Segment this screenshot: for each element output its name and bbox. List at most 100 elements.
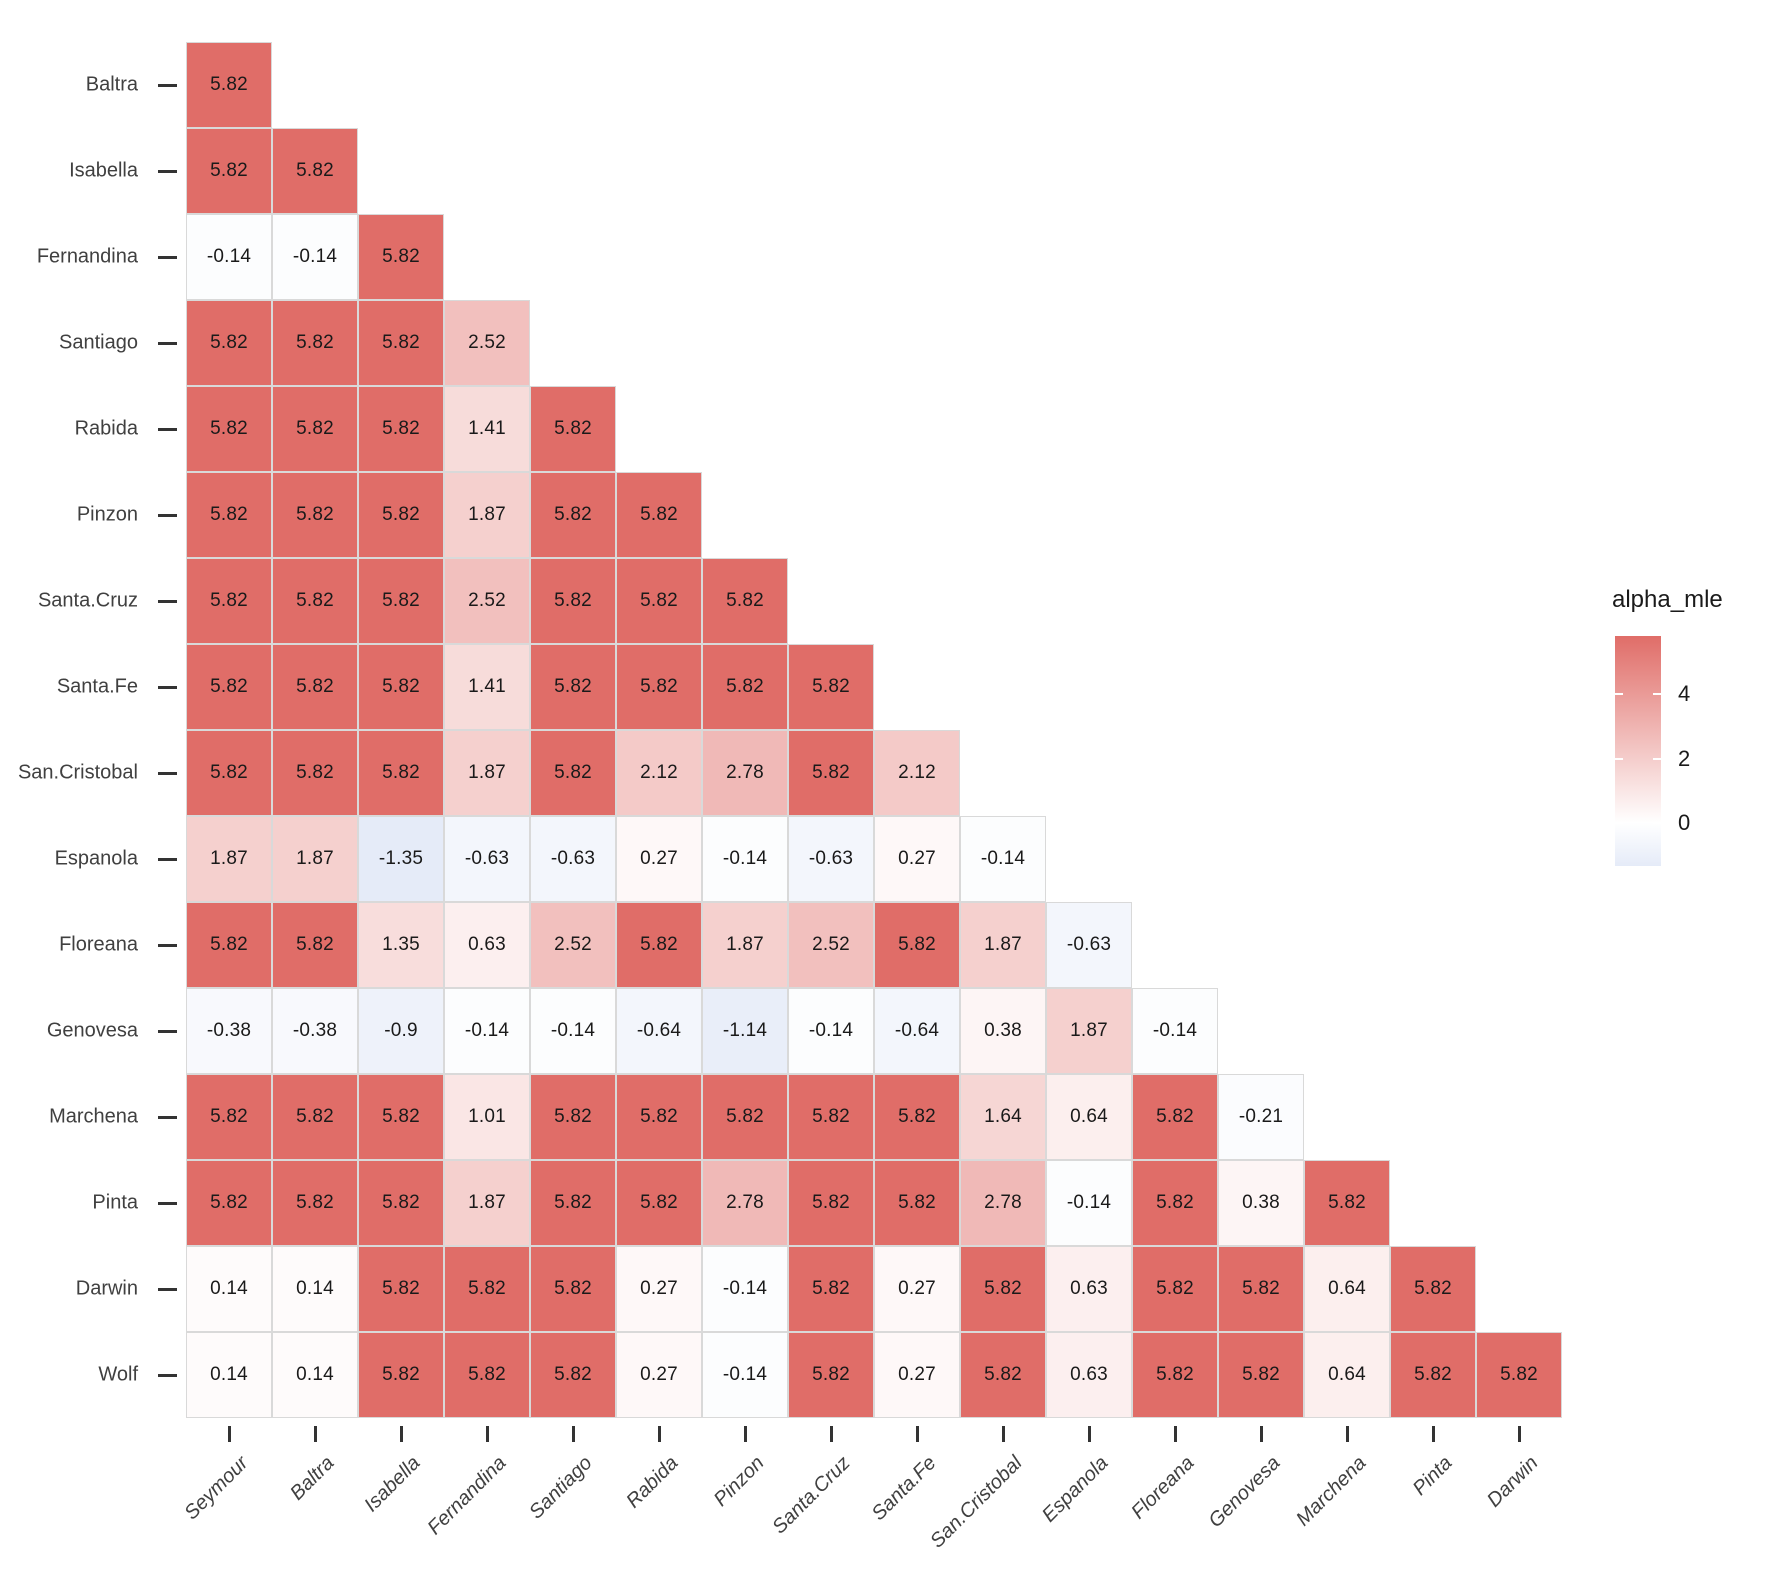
y-axis-label: Fernandina bbox=[36, 245, 138, 268]
heatmap-cell-value: 0.27 bbox=[898, 1278, 936, 1299]
heatmap-cell-value: 2.52 bbox=[468, 332, 506, 353]
heatmap-cell-value: 5.82 bbox=[382, 1278, 420, 1299]
x-axis-label: Genovesa bbox=[1204, 1452, 1285, 1533]
heatmap-cell-value: -0.63 bbox=[550, 848, 596, 869]
heatmap-cell: 5.82 bbox=[358, 644, 444, 730]
heatmap-cell: 5.82 bbox=[272, 902, 358, 988]
heatmap-cell: -0.14 bbox=[788, 988, 874, 1074]
x-axis-label: Floreana bbox=[1127, 1452, 1199, 1524]
x-axis-tick bbox=[1001, 1426, 1005, 1442]
heatmap-cell-value: 5.82 bbox=[898, 934, 936, 955]
x-axis-tick bbox=[571, 1426, 575, 1442]
heatmap-cell: 0.63 bbox=[444, 902, 530, 988]
heatmap-cell-value: -0.63 bbox=[1066, 934, 1112, 955]
x-axis-label: Darwin bbox=[1482, 1452, 1543, 1512]
heatmap-cell: 0.38 bbox=[960, 988, 1046, 1074]
heatmap-cell: 5.82 bbox=[1390, 1332, 1476, 1418]
heatmap-cell-value: -0.14 bbox=[980, 848, 1026, 869]
heatmap-cell-value: 5.82 bbox=[382, 332, 420, 353]
legend-tick bbox=[1615, 693, 1623, 696]
heatmap-cell-value: 5.82 bbox=[210, 332, 248, 353]
heatmap-cell: 2.12 bbox=[616, 730, 702, 816]
heatmap-cell: 5.82 bbox=[874, 902, 960, 988]
heatmap-cell: 5.82 bbox=[186, 300, 272, 386]
heatmap-cell: -1.14 bbox=[702, 988, 788, 1074]
heatmap-cell: 0.27 bbox=[616, 1246, 702, 1332]
y-axis-label: Santa.Cruz bbox=[37, 589, 138, 612]
heatmap-cell-value: 5.82 bbox=[210, 1192, 248, 1213]
heatmap-cell: 1.87 bbox=[186, 816, 272, 902]
heatmap-cell-value: 2.78 bbox=[984, 1192, 1022, 1213]
heatmap-cell: 5.82 bbox=[358, 1246, 444, 1332]
heatmap-cell: 5.82 bbox=[358, 1332, 444, 1418]
heatmap-cell: -0.14 bbox=[1046, 1160, 1132, 1246]
heatmap-cell: 1.87 bbox=[272, 816, 358, 902]
heatmap-cell: 5.82 bbox=[530, 472, 616, 558]
x-axis-tick bbox=[915, 1426, 919, 1442]
legend-tick-label: 4 bbox=[1678, 681, 1691, 707]
x-axis-tick bbox=[743, 1426, 747, 1442]
heatmap-cell-value: 5.82 bbox=[640, 676, 678, 697]
heatmap-cell-value: 5.82 bbox=[296, 160, 334, 181]
heatmap-cell: 5.82 bbox=[530, 1246, 616, 1332]
heatmap-cell-value: 1.87 bbox=[210, 848, 248, 869]
heatmap-cell: 5.82 bbox=[272, 1074, 358, 1160]
heatmap-cell: 0.27 bbox=[874, 1332, 960, 1418]
heatmap-cell-value: 5.82 bbox=[1242, 1278, 1280, 1299]
heatmap-cell-value: 5.82 bbox=[296, 332, 334, 353]
y-axis-label: Espanola bbox=[54, 847, 138, 870]
legend-tick bbox=[1653, 821, 1661, 824]
x-axis-label: Espanola bbox=[1038, 1452, 1113, 1527]
heatmap-cell-value: 0.27 bbox=[898, 848, 936, 869]
heatmap-cell: 5.82 bbox=[616, 902, 702, 988]
heatmap-cell: 5.82 bbox=[788, 1246, 874, 1332]
heatmap-cell: 5.82 bbox=[186, 42, 272, 128]
x-axis-tick bbox=[227, 1426, 231, 1442]
y-axis-tick bbox=[158, 599, 177, 603]
heatmap-cell: 5.82 bbox=[1390, 1246, 1476, 1332]
heatmap-cell: 0.27 bbox=[874, 816, 960, 902]
heatmap-cell: -0.63 bbox=[1046, 902, 1132, 988]
heatmap-cell-value: 0.63 bbox=[1070, 1278, 1108, 1299]
heatmap-cell-value: -0.14 bbox=[1066, 1192, 1112, 1213]
x-axis-tick bbox=[399, 1426, 403, 1442]
heatmap-cell-value: 5.82 bbox=[210, 74, 248, 95]
heatmap-cell-value: 1.41 bbox=[468, 418, 506, 439]
y-axis-tick bbox=[158, 1115, 177, 1119]
heatmap-cell: -0.14 bbox=[702, 816, 788, 902]
heatmap-cell: 2.52 bbox=[788, 902, 874, 988]
heatmap-cell: 1.87 bbox=[1046, 988, 1132, 1074]
heatmap-cell: 5.82 bbox=[874, 1074, 960, 1160]
heatmap-cell: 5.82 bbox=[186, 644, 272, 730]
heatmap-cell-value: 5.82 bbox=[554, 418, 592, 439]
y-axis-tick bbox=[158, 83, 177, 87]
heatmap-cell: -0.14 bbox=[530, 988, 616, 1074]
x-axis-label: Santa.Fe bbox=[867, 1452, 941, 1525]
x-axis-tick bbox=[1259, 1426, 1263, 1442]
y-axis-tick bbox=[158, 685, 177, 689]
heatmap-cell: 5.82 bbox=[272, 644, 358, 730]
heatmap-cell-value: 5.82 bbox=[382, 676, 420, 697]
heatmap-cell-value: 0.38 bbox=[1242, 1192, 1280, 1213]
heatmap-cell: 2.52 bbox=[530, 902, 616, 988]
heatmap-cell-value: -0.14 bbox=[550, 1020, 596, 1041]
heatmap-cell: 2.52 bbox=[444, 558, 530, 644]
heatmap-cell: -0.14 bbox=[272, 214, 358, 300]
heatmap-cell: 2.78 bbox=[960, 1160, 1046, 1246]
y-axis-label: Wolf bbox=[98, 1363, 138, 1386]
heatmap-cell-value: 5.82 bbox=[296, 676, 334, 697]
heatmap-cell: -0.63 bbox=[530, 816, 616, 902]
heatmap-cell-value: -0.63 bbox=[808, 848, 854, 869]
heatmap-cell-value: 0.38 bbox=[984, 1020, 1022, 1041]
heatmap-cell-value: 5.82 bbox=[210, 762, 248, 783]
heatmap-cell: 5.82 bbox=[272, 730, 358, 816]
heatmap-cell: 1.87 bbox=[444, 472, 530, 558]
heatmap-cell-value: 5.82 bbox=[296, 1106, 334, 1127]
heatmap-cell: 5.82 bbox=[530, 1332, 616, 1418]
heatmap-cell-value: 5.82 bbox=[296, 1192, 334, 1213]
heatmap-cell: 0.64 bbox=[1304, 1332, 1390, 1418]
heatmap-cell-value: 5.82 bbox=[898, 1192, 936, 1213]
heatmap-cell-value: 5.82 bbox=[210, 160, 248, 181]
x-axis-tick bbox=[1517, 1426, 1521, 1442]
heatmap-cell: 0.14 bbox=[272, 1332, 358, 1418]
